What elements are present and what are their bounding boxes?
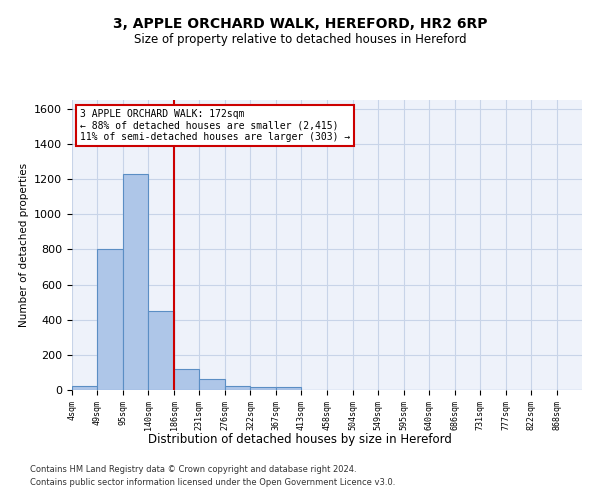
Text: 3 APPLE ORCHARD WALK: 172sqm
← 88% of detached houses are smaller (2,415)
11% of: 3 APPLE ORCHARD WALK: 172sqm ← 88% of de…: [80, 108, 350, 142]
Bar: [224, 386, 250, 390]
Text: Distribution of detached houses by size in Hereford: Distribution of detached houses by size …: [148, 432, 452, 446]
Y-axis label: Number of detached properties: Number of detached properties: [19, 163, 29, 327]
Text: Contains HM Land Registry data © Crown copyright and database right 2024.: Contains HM Land Registry data © Crown c…: [30, 466, 356, 474]
Bar: [199, 380, 224, 390]
Bar: [250, 388, 275, 390]
Bar: [97, 250, 123, 390]
Text: Contains public sector information licensed under the Open Government Licence v3: Contains public sector information licen…: [30, 478, 395, 487]
Bar: [148, 311, 174, 390]
Text: 3, APPLE ORCHARD WALK, HEREFORD, HR2 6RP: 3, APPLE ORCHARD WALK, HEREFORD, HR2 6RP: [113, 18, 487, 32]
Bar: [174, 369, 199, 390]
Bar: [72, 386, 97, 390]
Bar: [123, 174, 148, 390]
Bar: [275, 388, 301, 390]
Text: Size of property relative to detached houses in Hereford: Size of property relative to detached ho…: [134, 32, 466, 46]
